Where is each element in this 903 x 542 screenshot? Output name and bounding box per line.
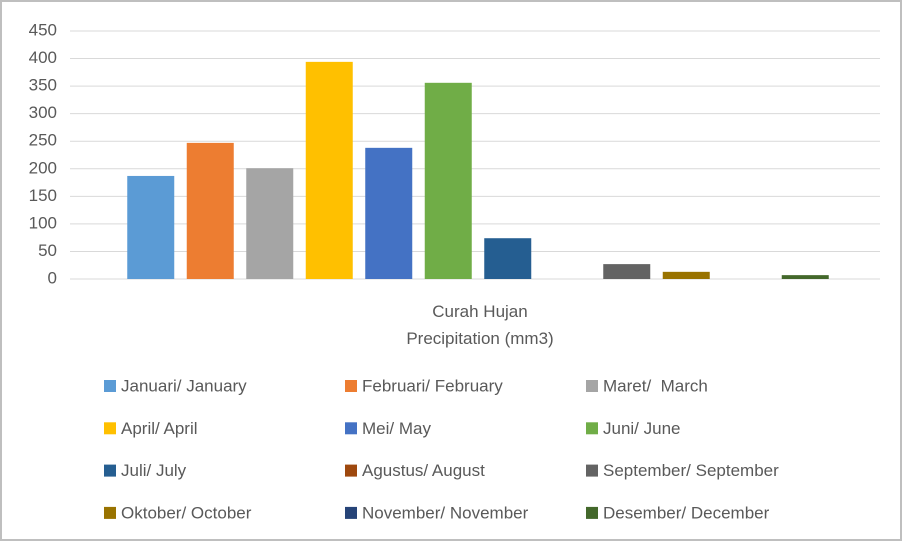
y-tick-label: 200 bbox=[29, 158, 57, 177]
legend-swatch bbox=[104, 464, 116, 477]
legend-label: Mei/ May bbox=[362, 419, 431, 438]
y-tick-label: 100 bbox=[29, 213, 57, 232]
legend-swatch bbox=[586, 380, 598, 392]
legend-label: November/ November bbox=[362, 503, 529, 522]
bar bbox=[365, 147, 413, 279]
legend-label: Maret/ March bbox=[603, 376, 708, 395]
legend-swatch bbox=[586, 422, 598, 435]
legend-swatch bbox=[586, 506, 598, 519]
bar bbox=[127, 175, 175, 279]
legend-label: September/ September bbox=[603, 461, 779, 480]
category-label: Curah Hujan Precipitation (mm3) bbox=[406, 302, 554, 348]
legend-label: Juli/ July bbox=[121, 461, 187, 480]
legend-label: Oktober/ October bbox=[121, 503, 252, 522]
bar bbox=[186, 142, 234, 279]
bar bbox=[305, 61, 353, 280]
legend-swatch bbox=[104, 506, 116, 519]
y-tick-label: 0 bbox=[48, 268, 57, 287]
bar bbox=[484, 238, 532, 279]
legend-label: Agustus/ August bbox=[362, 461, 485, 480]
bar bbox=[781, 275, 829, 279]
y-tick-label: 150 bbox=[29, 186, 57, 205]
legend-swatch bbox=[586, 464, 598, 477]
legend-label: Desember/ December bbox=[603, 503, 770, 522]
legend-label: Februari/ February bbox=[362, 376, 503, 395]
legend-swatch bbox=[104, 380, 116, 392]
bar bbox=[662, 271, 710, 279]
legend-label: Juni/ June bbox=[603, 419, 681, 438]
legend-swatch bbox=[345, 464, 357, 477]
y-tick-label: 350 bbox=[29, 76, 57, 95]
y-tick-label: 50 bbox=[38, 241, 57, 260]
legend-swatch bbox=[345, 506, 357, 519]
y-tick-label: 400 bbox=[29, 48, 57, 67]
bar bbox=[424, 82, 472, 279]
y-tick-label: 300 bbox=[29, 103, 57, 122]
legend-swatch bbox=[345, 422, 357, 435]
legend-label: Januari/ January bbox=[121, 376, 247, 395]
legend-swatch bbox=[104, 422, 116, 435]
bar bbox=[603, 264, 651, 279]
legend-label: April/ April bbox=[121, 419, 198, 438]
y-tick-label: 250 bbox=[29, 131, 57, 150]
legend-swatch bbox=[345, 380, 357, 392]
y-tick-label: 450 bbox=[29, 20, 57, 39]
bar bbox=[246, 168, 294, 279]
